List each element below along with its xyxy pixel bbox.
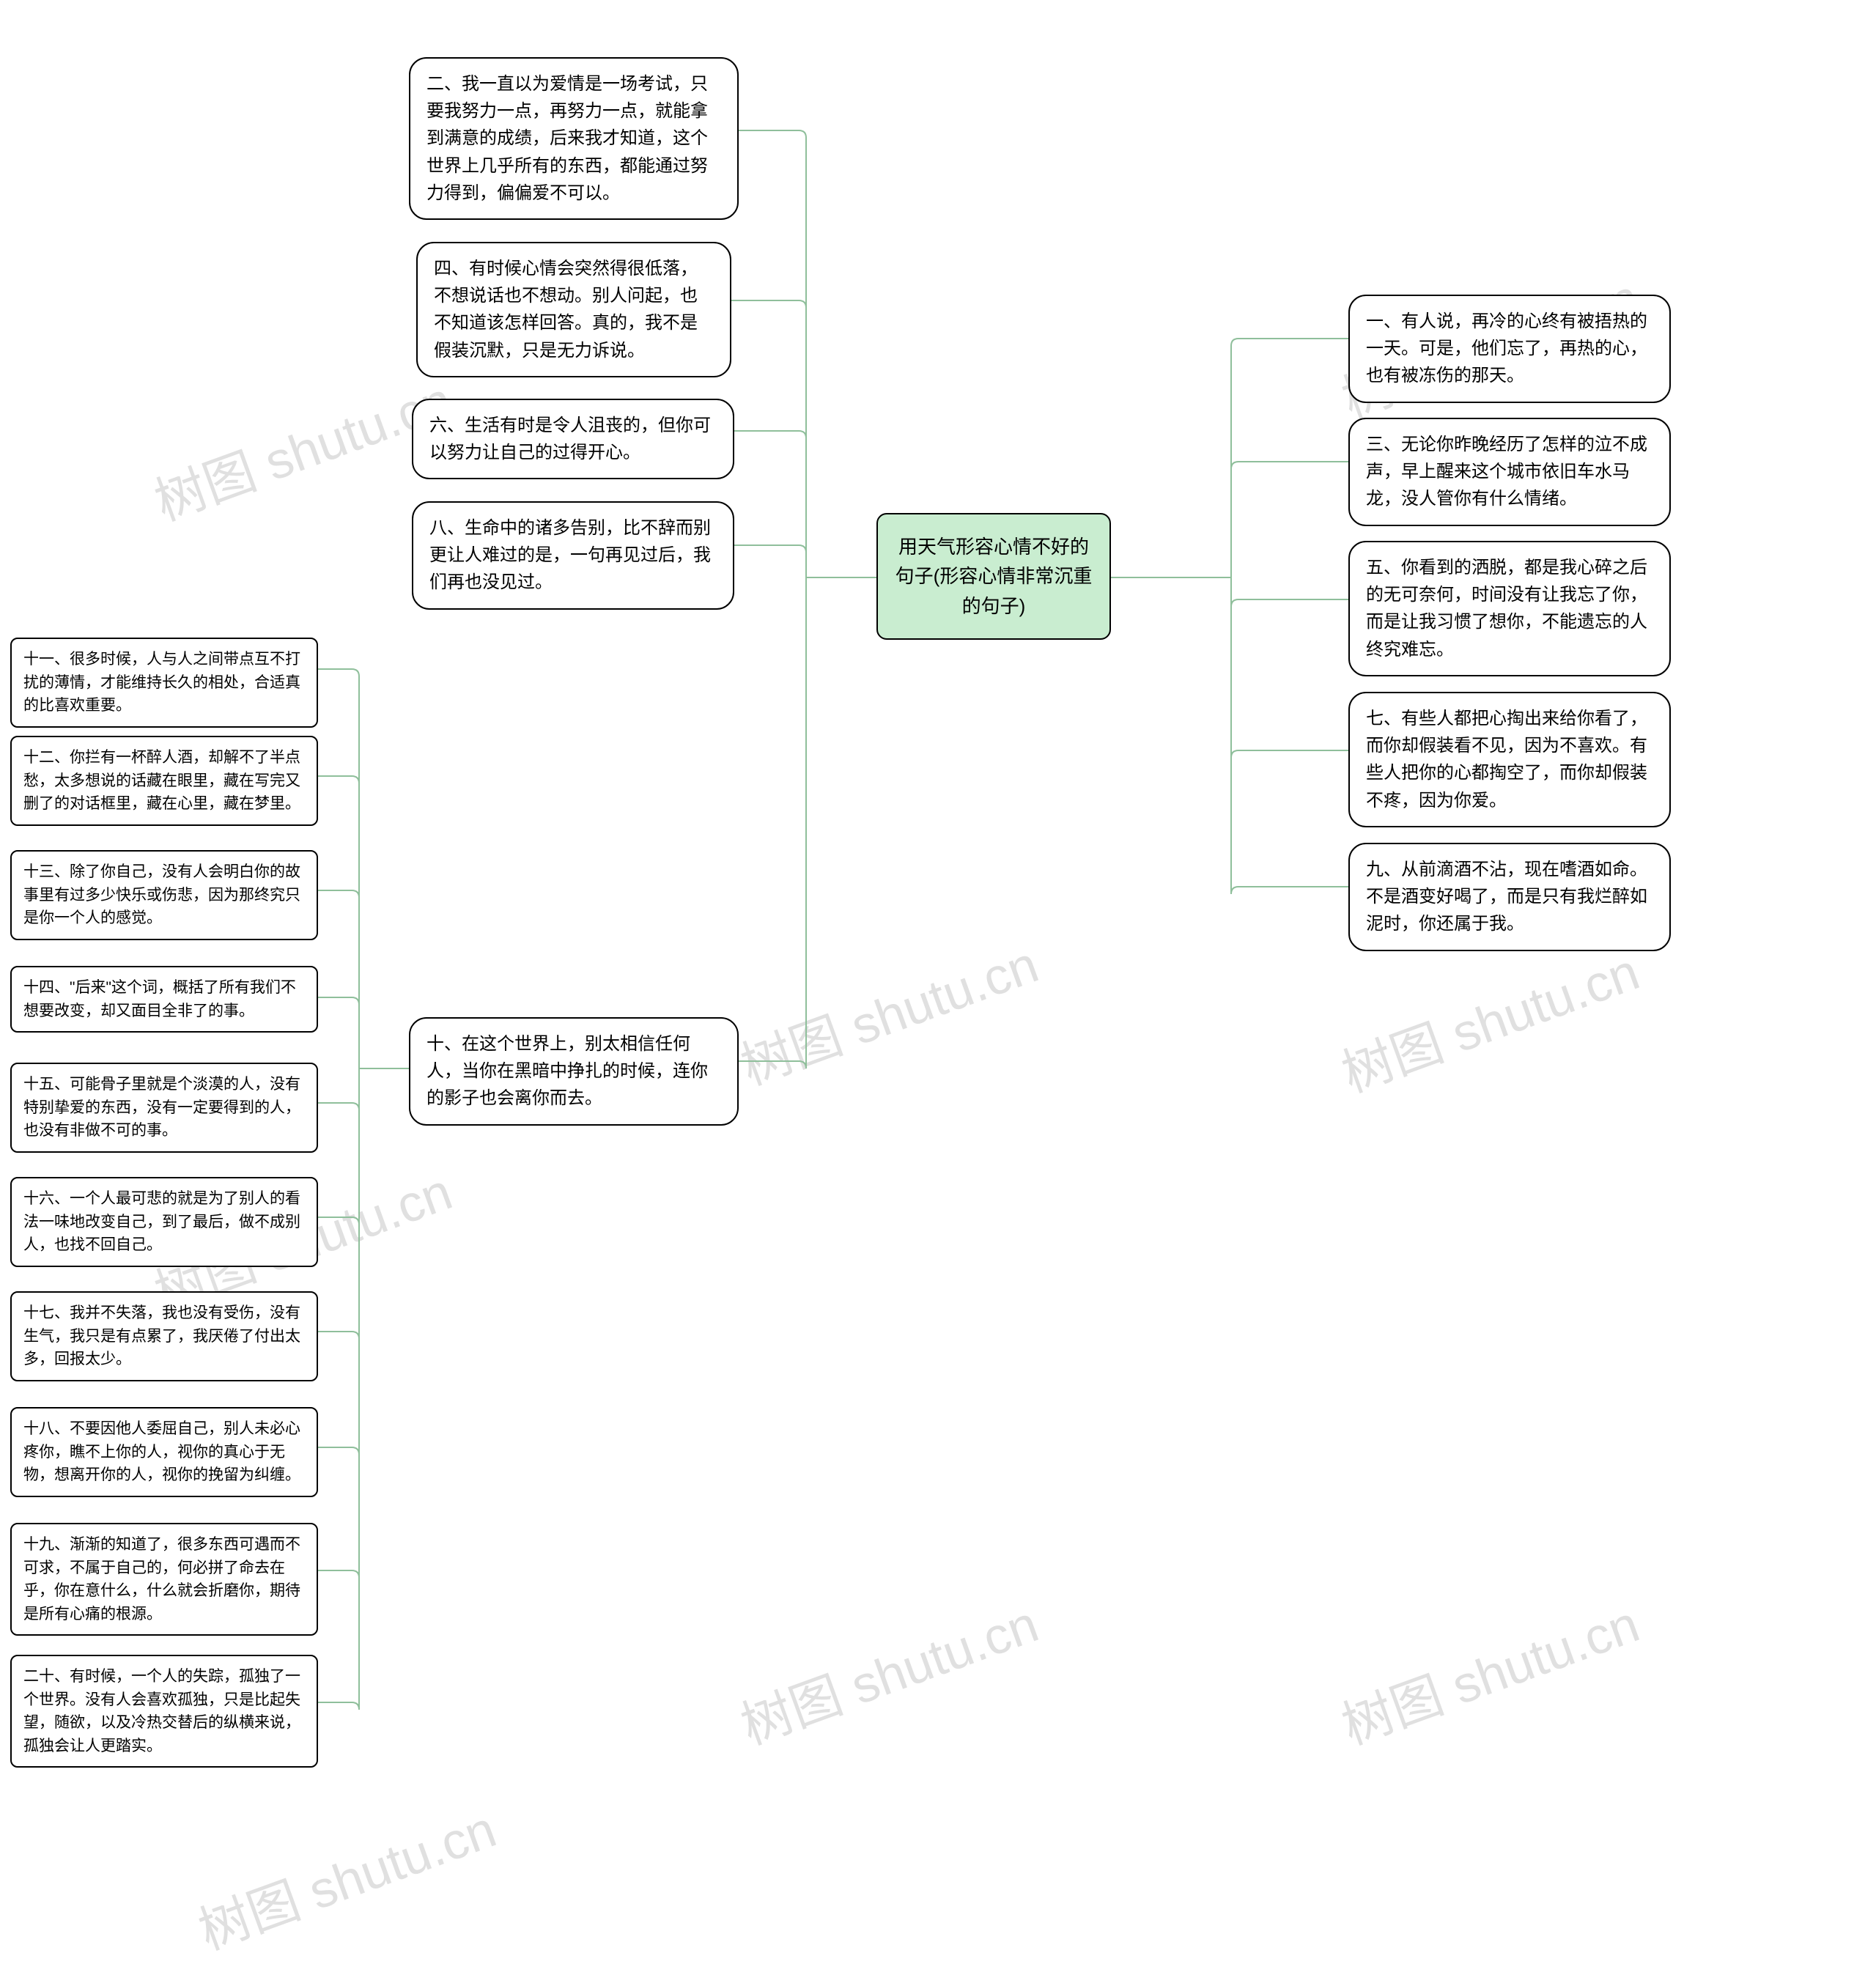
watermark: 树图 shutu.cn — [188, 1789, 505, 1964]
branch-node: 五、你看到的洒脱，都是我心碎之后的无可奈何，时间没有让我忘了你，而是让我习惯了想… — [1348, 541, 1671, 676]
branch-node: 九、从前滴酒不沾，现在嗜酒如命。不是酒变好喝了，而是只有我烂醉如泥时，你还属于我… — [1348, 843, 1671, 951]
leaf-node: 十七、我并不失落，我也没有受伤，没有生气，我只是有点累了，我厌倦了付出太多，回报… — [10, 1291, 318, 1381]
leaf-node: 十一、很多时候，人与人之间带点互不打扰的薄情，才能维持长久的相处，合适真的比喜欢… — [10, 638, 318, 728]
branch-node: 六、生活有时是令人沮丧的，但你可以努力让自己的过得开心。 — [412, 399, 734, 479]
watermark: 树图 shutu.cn — [1331, 1584, 1648, 1760]
mindmap-root: 用天气形容心情不好的句子(形容心情非常沉重的句子) — [876, 513, 1111, 640]
branch-node: 一、有人说，再冷的心终有被捂热的一天。可是，他们忘了，再热的心，也有被冻伤的那天… — [1348, 295, 1671, 403]
leaf-node: 十五、可能骨子里就是个淡漠的人，没有特别挚爱的东西，没有一定要得到的人，也没有非… — [10, 1063, 318, 1153]
watermark: 树图 shutu.cn — [730, 924, 1047, 1100]
leaf-node: 十八、不要因他人委屈自己，别人未必心疼你，瞧不上你的人，视你的真心于无物，想离开… — [10, 1407, 318, 1497]
branch-node: 七、有些人都把心掏出来给你看了，而你却假装看不见，因为不喜欢。有些人把你的心都掏… — [1348, 692, 1671, 827]
leaf-node: 十九、渐渐的知道了，很多东西可遇而不可求，不属于自己的，何必拼了命去在乎，你在意… — [10, 1523, 318, 1636]
leaf-node: 十二、你拦有一杯醉人酒，却解不了半点愁，太多想说的话藏在眼里，藏在写完又删了的对… — [10, 736, 318, 826]
branch-node: 十、在这个世界上，别太相信任何人，当你在黑暗中挣扎的时候，连你的影子也会离你而去… — [409, 1017, 739, 1126]
branch-node: 四、有时候心情会突然得很低落，不想说话也不想动。别人问起，也不知道该怎样回答。真… — [416, 242, 731, 377]
watermark: 树图 shutu.cn — [1331, 931, 1648, 1107]
branch-node: 八、生命中的诸多告别，比不辞而别更让人难过的是，一句再见过后，我们再也没见过。 — [412, 501, 734, 610]
leaf-node: 二十、有时候，一个人的失踪，孤独了一个世界。没有人会喜欢孤独，只是比起失望，随欲… — [10, 1655, 318, 1768]
watermark: 树图 shutu.cn — [730, 1584, 1047, 1760]
branch-node: 三、无论你昨晚经历了怎样的泣不成声，早上醒来这个城市依旧车水马龙，没人管你有什么… — [1348, 418, 1671, 526]
leaf-node: 十三、除了你自己，没有人会明白你的故事里有过多少快乐或伤悲，因为那终究只是你一个… — [10, 850, 318, 940]
leaf-node: 十六、一个人最可悲的就是为了别人的看法一味地改变自己，到了最后，做不成别人，也找… — [10, 1177, 318, 1267]
leaf-node: 十四、"后来"这个词，概括了所有我们不想要改变，却又面目全非了的事。 — [10, 966, 318, 1033]
branch-node: 二、我一直以为爱情是一场考试，只要我努力一点，再努力一点，就能拿到满意的成绩，后… — [409, 57, 739, 220]
